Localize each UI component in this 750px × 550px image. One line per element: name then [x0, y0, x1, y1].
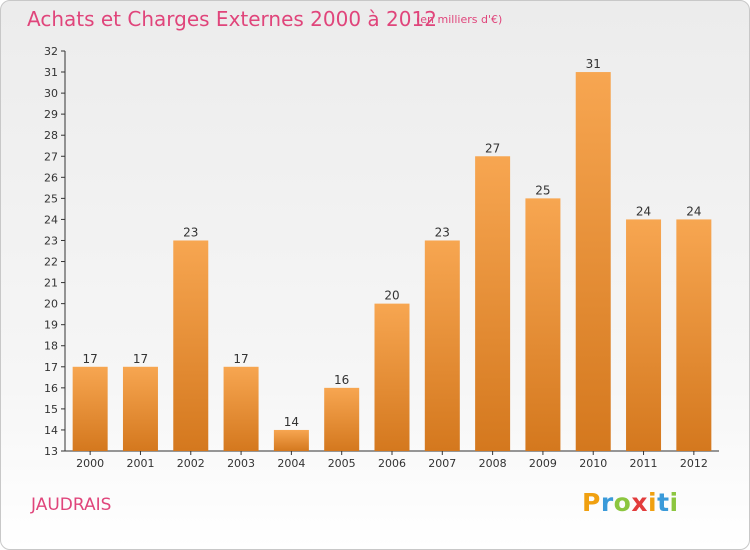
logo-letter: i — [669, 488, 679, 517]
labels-group: 17 2000 17 2001 23 2002 17 2003 14 2004 16 2005 20 20… — [76, 57, 708, 470]
x-tick-label: 2001 — [126, 457, 154, 470]
axes: 13 14 15 16 17 18 19 20 21 22 23 24 25 26 27 28 29 30 31 32 — [44, 45, 719, 458]
y-tick-label: 27 — [44, 150, 58, 163]
proxiti-logo[interactable]: Proxiti — [582, 488, 679, 517]
y-tick-label: 25 — [44, 192, 58, 205]
x-tick-label: 2004 — [277, 457, 305, 470]
x-tick-label: 2008 — [479, 457, 507, 470]
bar — [122, 366, 158, 451]
bar — [173, 240, 209, 451]
bar-value-label: 16 — [334, 373, 349, 387]
x-tick-label: 2011 — [630, 457, 658, 470]
y-tick-label: 16 — [44, 382, 58, 395]
x-tick-label: 2012 — [680, 457, 708, 470]
logo-letter: r — [600, 488, 614, 517]
y-tick-label: 23 — [44, 234, 58, 247]
bar-value-label: 14 — [284, 415, 299, 429]
x-tick-label: 2000 — [76, 457, 104, 470]
x-tick-label: 2009 — [529, 457, 557, 470]
y-tick-label: 15 — [44, 403, 58, 416]
y-tick-label: 17 — [44, 361, 58, 374]
logo-letter: o — [613, 488, 632, 517]
logo-letter: i — [648, 488, 658, 517]
x-tick-label: 2006 — [378, 457, 406, 470]
bar — [424, 240, 460, 451]
bar-value-label: 24 — [686, 204, 701, 218]
bar-value-label: 25 — [535, 183, 550, 197]
y-tick-label: 21 — [44, 277, 58, 290]
y-tick-label: 28 — [44, 129, 58, 142]
bars-group — [72, 72, 712, 451]
y-tick-label: 13 — [44, 445, 58, 458]
bar-value-label: 17 — [133, 352, 148, 366]
y-tick-label: 24 — [44, 213, 58, 226]
x-tick-label: 2005 — [328, 457, 356, 470]
y-tick-label: 32 — [44, 45, 58, 58]
y-tick-label: 26 — [44, 171, 58, 184]
bar-value-label: 23 — [183, 225, 198, 239]
bar — [72, 366, 108, 451]
y-tick-label: 18 — [44, 340, 58, 353]
bar — [475, 156, 511, 451]
bar-value-label: 27 — [485, 141, 500, 155]
y-tick-label: 20 — [44, 298, 58, 311]
logo-letter: x — [631, 488, 648, 517]
bar — [575, 72, 611, 451]
bar-value-label: 20 — [384, 289, 399, 303]
bar — [525, 198, 561, 451]
bar — [223, 366, 259, 451]
bar-value-label: 31 — [586, 57, 601, 71]
y-tick-label: 19 — [44, 319, 58, 332]
y-tick-label: 29 — [44, 108, 58, 121]
x-tick-label: 2010 — [579, 457, 607, 470]
commune-name: JAUDRAIS — [31, 495, 112, 515]
bar — [374, 303, 410, 451]
x-tick-label: 2003 — [227, 457, 255, 470]
bar — [626, 219, 662, 451]
y-tick-label: 31 — [44, 66, 58, 79]
bar-value-label: 17 — [233, 352, 248, 366]
y-tick-label: 30 — [44, 87, 58, 100]
bar-value-label: 24 — [636, 204, 651, 218]
x-tick-label: 2002 — [177, 457, 205, 470]
bar — [324, 387, 360, 451]
chart-subtitle: (en milliers d'€) — [416, 13, 503, 26]
y-tick-label: 14 — [44, 424, 58, 437]
chart-title: Achats et Charges Externes 2000 à 2012 — [27, 7, 437, 31]
bar — [273, 429, 309, 451]
logo-letter: t — [657, 488, 670, 517]
y-tick-label: 22 — [44, 256, 58, 269]
x-tick-label: 2007 — [428, 457, 456, 470]
logo-letter: P — [582, 488, 601, 517]
bar-value-label: 17 — [83, 352, 98, 366]
bar-value-label: 23 — [435, 225, 450, 239]
bar — [676, 219, 712, 451]
